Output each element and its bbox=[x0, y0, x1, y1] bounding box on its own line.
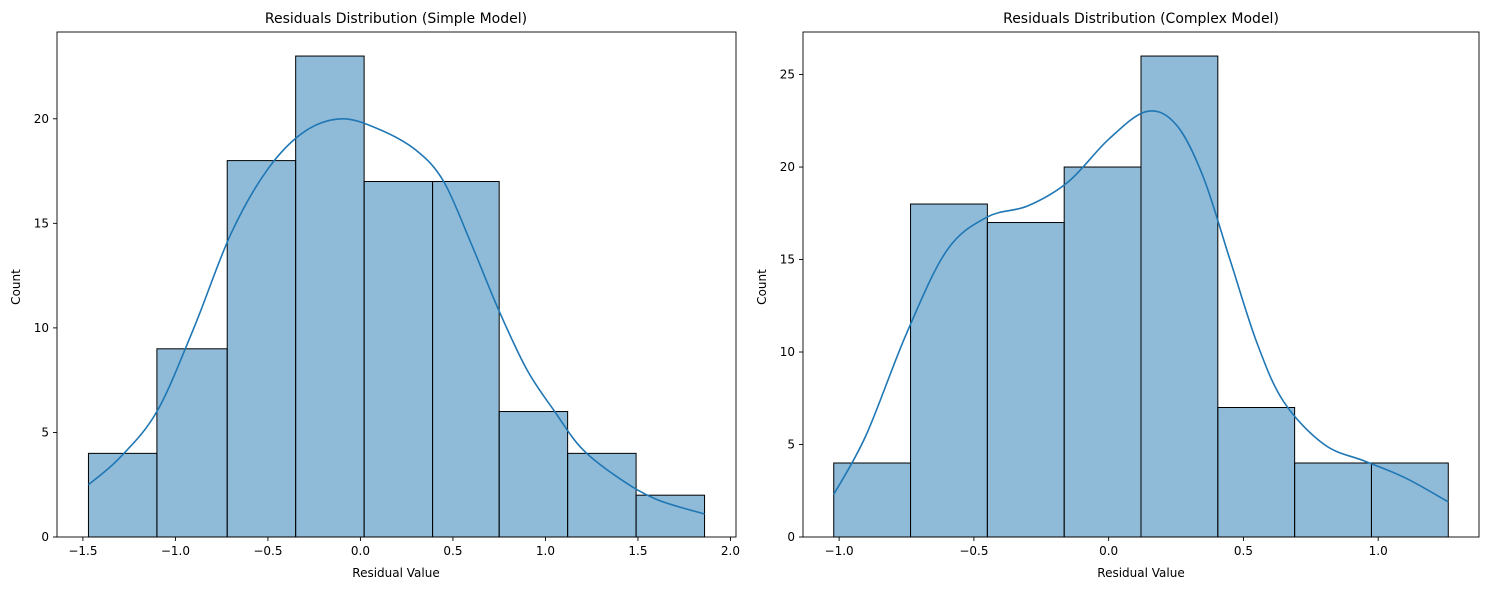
y-tick-label: 5 bbox=[41, 425, 49, 439]
y-axis-label: Count bbox=[9, 269, 23, 305]
histogram-bar bbox=[910, 203, 988, 538]
x-tick-label: −1.0 bbox=[825, 544, 854, 558]
y-ticks: 0 5 10 15 20 bbox=[34, 112, 57, 544]
kde-group bbox=[833, 110, 1449, 503]
histogram-bar bbox=[1370, 462, 1449, 538]
histogram-bar bbox=[498, 411, 569, 538]
x-tick-label: −0.5 bbox=[253, 544, 282, 558]
bars-group bbox=[87, 55, 706, 538]
y-axis-label: Count bbox=[755, 269, 769, 305]
x-tick-label: −1.5 bbox=[68, 544, 97, 558]
histogram-bar bbox=[1217, 407, 1296, 538]
x-tick-label: 0.5 bbox=[443, 544, 462, 558]
histogram-bar bbox=[567, 452, 637, 538]
x-axis-label: Residual Value bbox=[352, 566, 439, 580]
histogram-bar bbox=[432, 181, 500, 538]
chart-title: Residuals Distribution (Simple Model) bbox=[265, 11, 527, 27]
histogram-bar bbox=[1063, 166, 1142, 538]
y-tick-label: 10 bbox=[34, 321, 49, 335]
x-axis-label: Residual Value bbox=[1097, 566, 1184, 580]
histogram-bar bbox=[986, 222, 1065, 538]
x-ticks: −1.0 −0.5 0.0 0.5 1.0 bbox=[825, 537, 1388, 558]
histogram-bar bbox=[363, 181, 434, 538]
y-tick-label: 5 bbox=[787, 438, 795, 452]
y-ticks: 0 5 10 15 20 25 bbox=[780, 68, 803, 544]
chart-title: Residuals Distribution (Complex Model) bbox=[1003, 11, 1279, 27]
histogram-bar bbox=[1294, 462, 1372, 538]
x-tick-label: 1.5 bbox=[628, 544, 647, 558]
kde-line bbox=[87, 117, 705, 515]
histogram-bar bbox=[833, 462, 912, 538]
x-tick-label: 0.0 bbox=[351, 544, 370, 558]
x-tick-label: −0.5 bbox=[959, 544, 988, 558]
histogram-bar bbox=[295, 55, 365, 538]
y-tick-label: 0 bbox=[787, 530, 795, 544]
kde-group bbox=[87, 117, 705, 515]
histogram-bar bbox=[635, 494, 706, 538]
y-tick-label: 25 bbox=[780, 68, 795, 82]
x-tick-label: 1.0 bbox=[536, 544, 555, 558]
kde-line bbox=[833, 110, 1449, 503]
y-tick-label: 20 bbox=[34, 112, 49, 126]
histogram-bar bbox=[156, 348, 228, 538]
x-ticks: −1.5 −1.0 −0.5 0.0 0.5 1.0 1.5 2.0 bbox=[68, 537, 740, 558]
plot-frame bbox=[56, 31, 737, 538]
histogram-bar bbox=[1140, 55, 1219, 538]
y-tick-label: 0 bbox=[41, 530, 49, 544]
x-tick-label: −1.0 bbox=[161, 544, 190, 558]
histogram-bar bbox=[226, 160, 297, 538]
y-tick-label: 15 bbox=[780, 253, 795, 267]
histogram-bar bbox=[87, 452, 158, 538]
y-tick-label: 20 bbox=[780, 160, 795, 174]
plot-frame bbox=[802, 31, 1480, 538]
x-tick-label: 1.0 bbox=[1369, 544, 1388, 558]
y-tick-label: 10 bbox=[780, 345, 795, 359]
y-tick-label: 15 bbox=[34, 216, 49, 230]
chart-simple-model: Residuals Distribution (Simple Model) Re… bbox=[9, 11, 740, 580]
x-tick-label: 2.0 bbox=[721, 544, 740, 558]
bars-group bbox=[833, 55, 1449, 538]
x-tick-label: 0.5 bbox=[1234, 544, 1253, 558]
chart-complex-model: Residuals Distribution (Complex Model) R… bbox=[755, 11, 1480, 580]
x-tick-label: 0.0 bbox=[1099, 544, 1118, 558]
